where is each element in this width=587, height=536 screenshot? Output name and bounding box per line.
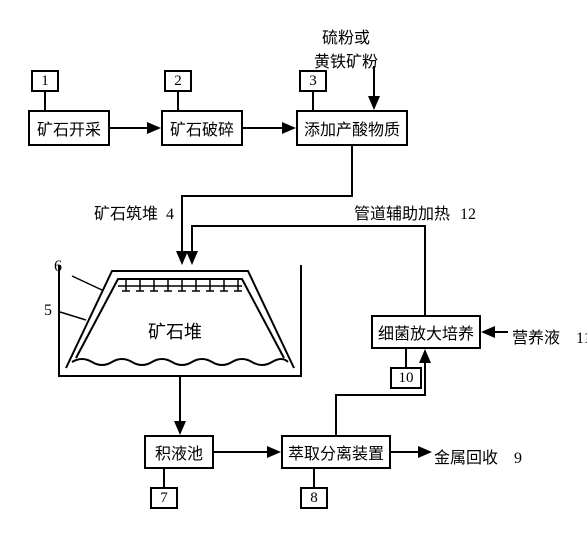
label-nutrient-num: 11 [576,330,587,347]
box-pond: 积液池 [144,435,214,469]
num-tab-7: 7 [150,487,178,509]
num-conn-8 [313,469,315,487]
label-recovery: 金属回收 9 [434,444,522,468]
label-nutrient: 营养液 11 [512,324,587,348]
num-10: 10 [399,370,414,387]
num-7: 7 [160,490,168,507]
label-recovery-num: 9 [514,450,522,467]
num-conn-10 [405,349,407,367]
box-pond-label: 积液池 [155,440,203,464]
label-nutrient-text: 营养液 [512,330,560,347]
num-8: 8 [310,490,318,507]
box-extract: 萃取分离装置 [281,435,391,469]
box-culture: 细菌放大培养 [371,315,481,349]
heap-label: 矿石堆 [148,318,202,344]
label-recovery-text: 金属回收 [434,450,498,467]
box-culture-label: 细菌放大培养 [378,320,474,344]
heap-label-text: 矿石堆 [148,322,202,342]
num-conn-7 [163,469,165,487]
num-tab-10: 10 [390,367,422,389]
box-extract-label: 萃取分离装置 [288,440,384,464]
num-tab-8: 8 [300,487,328,509]
